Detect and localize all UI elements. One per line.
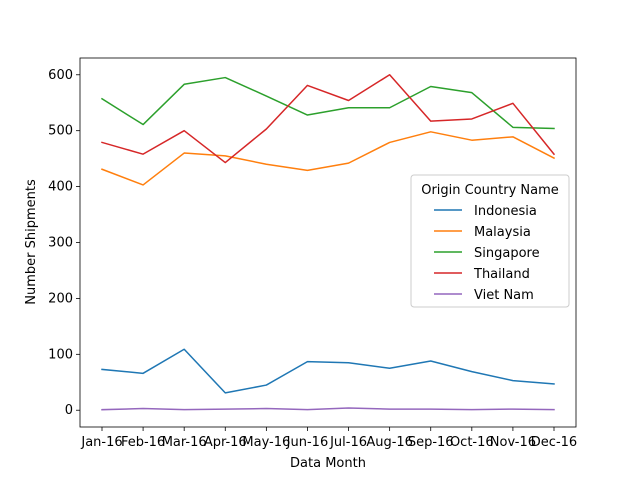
legend-label-malaysia: Malaysia (474, 225, 531, 240)
x-tick-label: Dec-16 (531, 435, 577, 450)
x-tick-label: Nov-16 (490, 435, 536, 450)
plot-area: 0 100 200 300 400 500 600 Jan-16Feb-16Mar-16Apr… (48, 57, 577, 450)
x-axis-label: Data Month (290, 456, 366, 471)
x-tick-label: Jun-16 (286, 435, 329, 450)
series-line-thailand (101, 74, 556, 164)
legend-label-thailand: Thailand (473, 267, 530, 282)
legend: Origin Country Name Indonesia Malaysia Sing… (410, 174, 570, 308)
x-tick-label: Apr-16 (204, 435, 247, 450)
series-line-malaysia (101, 131, 556, 186)
x-tick-label: Jul-16 (329, 435, 367, 450)
x-tick-label: Aug-16 (366, 435, 413, 450)
x-tick-label: Feb-16 (121, 435, 165, 450)
x-tick-label: Sep-16 (408, 435, 454, 450)
series-line-singapore (100, 76, 555, 130)
x-tick-label: Jan-16 (80, 435, 122, 450)
legend-title: Origin Country Name (421, 183, 559, 198)
legend-label-viet-nam: Viet Nam (474, 288, 534, 303)
y-axis-label: Number Shipments (24, 179, 39, 305)
legend-label-singapore: Singapore (474, 246, 540, 261)
x-tick-label: Oct-16 (450, 435, 494, 450)
y-tick-label: 0 (65, 403, 73, 418)
y-tick-label: 100 (48, 347, 73, 362)
series-line-viet-nam (101, 407, 555, 411)
y-tick-label: 200 (48, 291, 73, 306)
y-tick-label: 300 (48, 236, 73, 251)
series-line-indonesia (101, 348, 555, 394)
legend-box (410, 174, 570, 308)
legend-label-indonesia: Indonesia (474, 204, 537, 219)
y-tick-label: 600 (48, 68, 73, 83)
y-tick-label: 400 (48, 180, 73, 195)
y-tick-label: 500 (48, 124, 73, 139)
x-tick-label: Mar-16 (162, 435, 207, 450)
x-tick-label: May-16 (242, 435, 290, 450)
